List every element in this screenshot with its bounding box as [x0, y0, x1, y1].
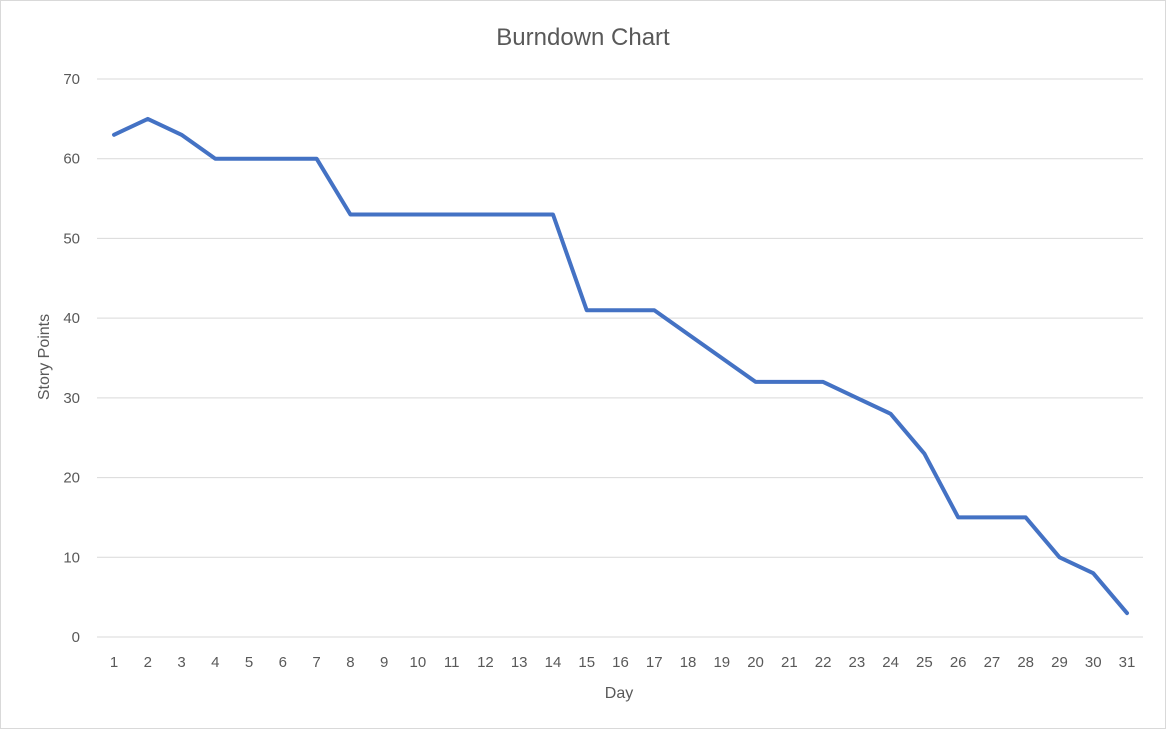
x-tick-label: 16 — [612, 654, 629, 671]
x-tick-label: 26 — [950, 654, 967, 671]
x-tick-label: 5 — [245, 654, 253, 671]
y-tick-label: 0 — [72, 629, 80, 646]
x-tick-label: 30 — [1085, 654, 1102, 671]
y-tick-label: 60 — [63, 151, 80, 168]
y-axis-title: Story Points — [36, 314, 53, 400]
x-axis-title: Day — [605, 685, 633, 702]
x-tick-label: 18 — [680, 654, 697, 671]
y-tick-label: 40 — [63, 310, 80, 327]
x-tick-label: 6 — [279, 654, 287, 671]
x-tick-label: 17 — [646, 654, 663, 671]
x-tick-label: 2 — [144, 654, 152, 671]
series-layer — [112, 116, 1129, 616]
x-tick-label: 31 — [1119, 654, 1136, 671]
x-tick-label: 8 — [346, 654, 354, 671]
x-tick-label: 13 — [511, 654, 528, 671]
x-axis-ticks: 1 2 3 4 5 6 7 8 9 10 11 12 13 14 15 16 17 18 19 20 21 22 23 24 2… — [110, 654, 1136, 671]
x-tick-label: 22 — [815, 654, 832, 671]
x-tick-label: 15 — [578, 654, 595, 671]
x-tick-label: 7 — [312, 654, 320, 671]
x-tick-label: 19 — [713, 654, 730, 671]
gridlines — [97, 78, 1143, 638]
x-tick-label: 3 — [177, 654, 185, 671]
x-tick-label: 1 — [110, 654, 118, 671]
y-tick-label: 10 — [63, 549, 80, 566]
x-tick-label: 4 — [211, 654, 219, 671]
x-tick-label: 25 — [916, 654, 933, 671]
x-tick-label: 14 — [545, 654, 562, 671]
y-axis-ticks: 0 10 20 30 40 50 60 70 — [63, 71, 80, 646]
x-tick-label: 9 — [380, 654, 388, 671]
x-tick-label: 20 — [747, 654, 764, 671]
x-tick-label: 10 — [410, 654, 427, 671]
y-tick-label: 20 — [63, 470, 80, 487]
series-line-1 — [112, 116, 1129, 616]
y-tick-label: 50 — [63, 230, 80, 247]
x-tick-label: 27 — [984, 654, 1001, 671]
x-tick-label: 21 — [781, 654, 798, 671]
x-tick-label: 11 — [444, 654, 460, 671]
x-tick-label: 29 — [1051, 654, 1068, 671]
x-tick-label: 28 — [1017, 654, 1034, 671]
y-tick-label: 30 — [63, 390, 80, 407]
x-tick-label: 12 — [477, 654, 494, 671]
x-tick-label: 23 — [849, 654, 866, 671]
chart-title: Burndown Chart — [496, 24, 670, 51]
x-tick-label: 24 — [882, 654, 899, 671]
y-tick-label: 70 — [63, 71, 80, 88]
